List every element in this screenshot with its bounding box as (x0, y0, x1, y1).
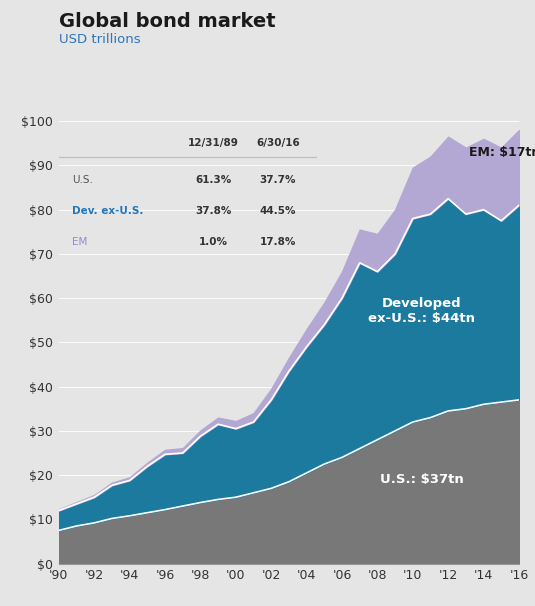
Text: Global bond market: Global bond market (59, 12, 276, 31)
Text: USD trillions: USD trillions (59, 33, 141, 46)
Text: EM: $17tn*: EM: $17tn* (469, 145, 535, 159)
Text: U.S.: $37tn: U.S.: $37tn (380, 473, 463, 486)
Text: Developed
ex-U.S.: $44tn: Developed ex-U.S.: $44tn (368, 298, 475, 325)
